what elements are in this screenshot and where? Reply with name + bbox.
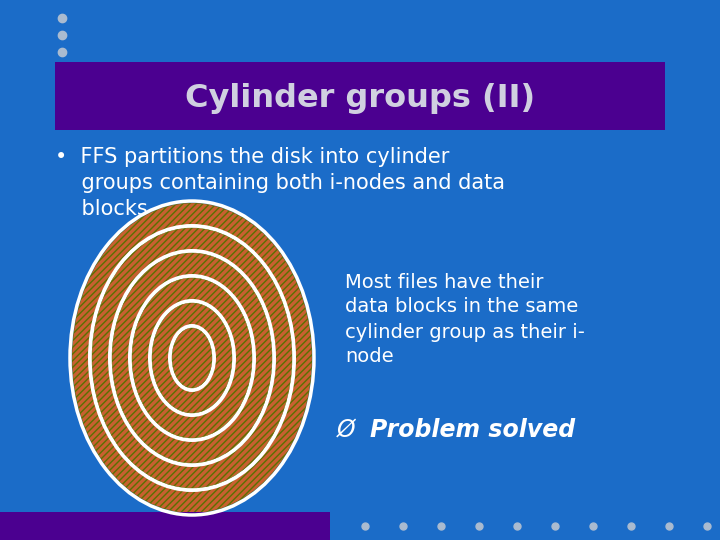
Ellipse shape: [108, 249, 276, 467]
Text: groups containing both i-nodes and data: groups containing both i-nodes and data: [55, 173, 505, 193]
Text: node: node: [345, 348, 394, 367]
Ellipse shape: [152, 303, 232, 413]
Ellipse shape: [172, 328, 212, 388]
Text: Most files have their: Most files have their: [345, 273, 544, 292]
Ellipse shape: [168, 324, 216, 392]
Text: Problem solved: Problem solved: [370, 418, 575, 442]
Text: Cylinder groups (II): Cylinder groups (II): [185, 83, 535, 113]
Text: blocks: blocks: [55, 199, 148, 219]
Ellipse shape: [92, 228, 292, 488]
Ellipse shape: [72, 203, 312, 513]
Text: •  FFS partitions the disk into cylinder: • FFS partitions the disk into cylinder: [55, 147, 449, 167]
Ellipse shape: [88, 224, 296, 492]
Ellipse shape: [132, 278, 252, 438]
Ellipse shape: [148, 299, 236, 417]
Text: cylinder group as their i-: cylinder group as their i-: [345, 322, 585, 341]
Ellipse shape: [128, 274, 256, 442]
Text: data blocks in the same: data blocks in the same: [345, 298, 578, 316]
Ellipse shape: [112, 253, 272, 463]
Text: Ø: Ø: [337, 418, 356, 442]
Bar: [55, 62, 665, 130]
Bar: [0, 512, 330, 540]
